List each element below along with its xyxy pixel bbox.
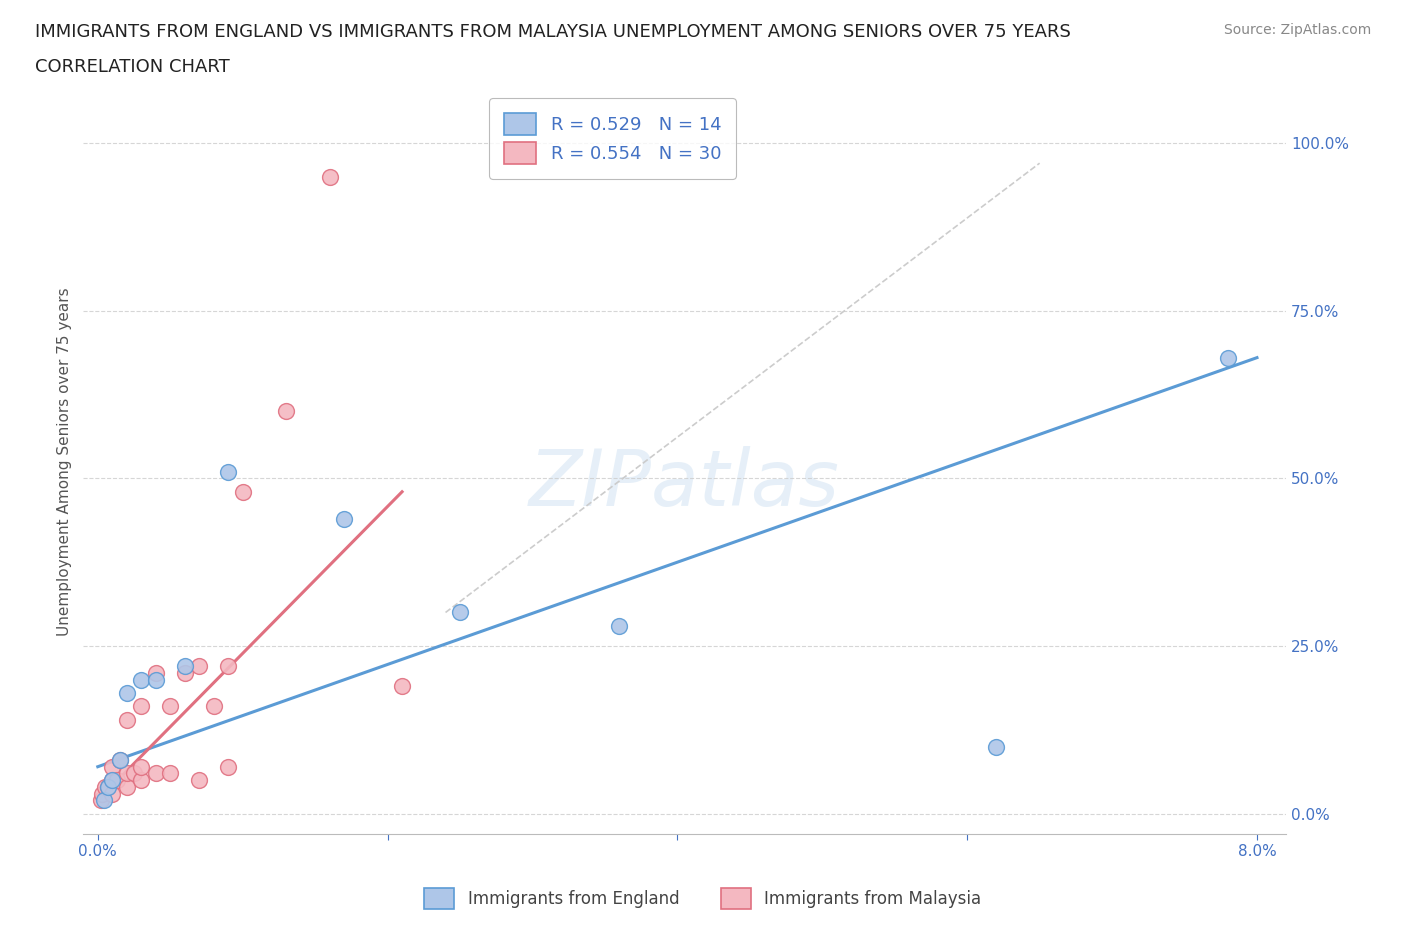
Point [217,658,239,673]
Point [391,679,413,694]
Legend: R = 0.529   N = 14, R = 0.554   N = 30: R = 0.529 N = 14, R = 0.554 N = 30 [489,99,735,179]
Point [101,786,124,801]
Point [115,685,138,700]
Point [94,779,117,794]
Point [97,779,120,794]
Point [159,699,181,714]
Point [115,766,138,781]
Point [217,464,239,479]
Point [173,665,195,680]
Point [101,773,124,788]
Point [97,779,120,794]
Point [202,699,225,714]
Point [173,658,195,673]
Text: CORRELATION CHART: CORRELATION CHART [35,58,231,75]
Point [276,404,298,418]
Point [188,658,211,673]
Y-axis label: Unemployment Among Seniors over 75 years: Unemployment Among Seniors over 75 years [58,287,72,636]
Point [115,712,138,727]
Point [232,485,254,499]
Point [333,512,356,526]
Point [159,766,181,781]
Point [1216,351,1239,365]
Legend: Immigrants from England, Immigrants from Malaysia: Immigrants from England, Immigrants from… [416,880,990,917]
Point [129,759,152,774]
Point [91,786,114,801]
Text: ZIPatlas: ZIPatlas [529,445,839,522]
Point [129,699,152,714]
Point [101,773,124,788]
Text: Source: ZipAtlas.com: Source: ZipAtlas.com [1223,23,1371,37]
Point [129,672,152,687]
Point [217,759,239,774]
Point [101,759,124,774]
Point [93,792,115,807]
Point [145,766,167,781]
Point [188,773,211,788]
Point [449,605,471,620]
Text: IMMIGRANTS FROM ENGLAND VS IMMIGRANTS FROM MALAYSIA UNEMPLOYMENT AMONG SENIORS O: IMMIGRANTS FROM ENGLAND VS IMMIGRANTS FR… [35,23,1071,41]
Point [105,773,128,788]
Point [609,618,631,633]
Point [145,665,167,680]
Point [145,672,167,687]
Point [122,766,145,781]
Point [318,169,340,184]
Point [90,792,112,807]
Point [108,752,131,767]
Point [115,779,138,794]
Point [986,739,1008,754]
Point [108,752,131,767]
Point [129,773,152,788]
